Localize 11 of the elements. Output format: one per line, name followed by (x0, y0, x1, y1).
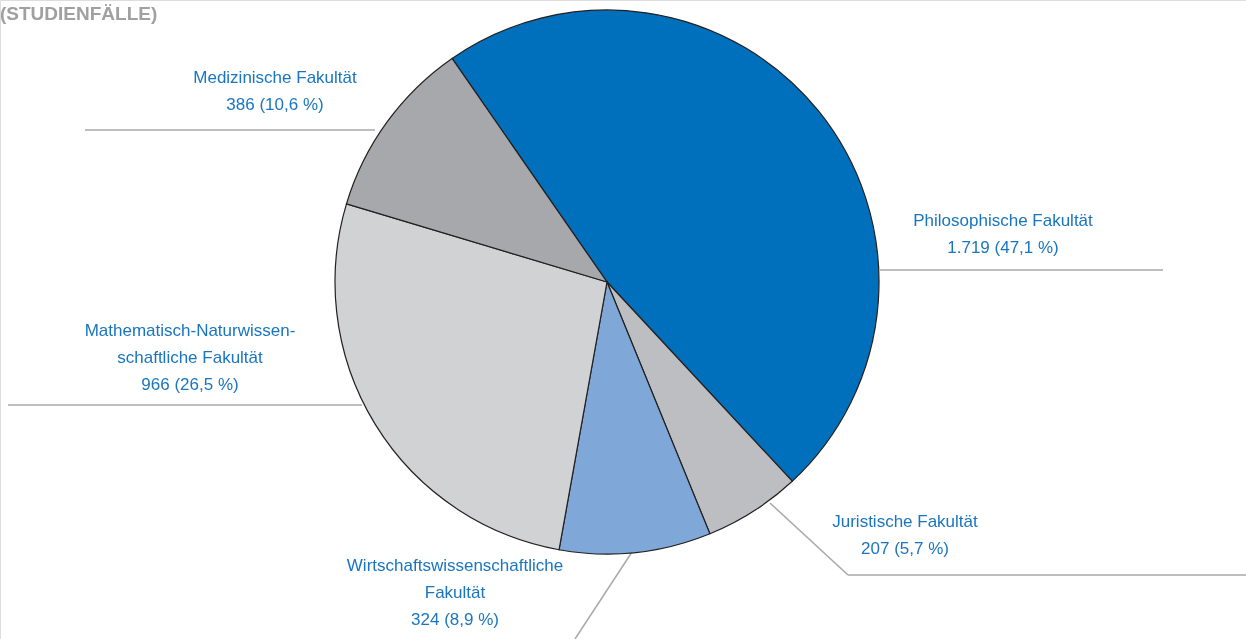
slice-label: Mathematisch-Naturwissen- schaftliche Fakultät (84, 321, 296, 367)
data-label: 207 (5,7 %) (861, 539, 949, 558)
data-label: 386 (10,6 %) (226, 95, 324, 114)
slice-label: Medizinische Fakultät (193, 68, 357, 87)
slice-label: Philosophische Fakultät (913, 211, 1094, 230)
data-label: 1.719 (47,1 %) (947, 238, 1059, 257)
slice-label: Wirtschaftswissenschaftliche Fakultät (346, 556, 564, 602)
slice-label: Juristische Fakultät (832, 512, 979, 531)
chart-title: (STUDIENFÄLLE) (0, 3, 158, 24)
data-label: 324 (8,9 %) (411, 610, 499, 629)
data-label: 966 (26,5 %) (141, 375, 239, 394)
